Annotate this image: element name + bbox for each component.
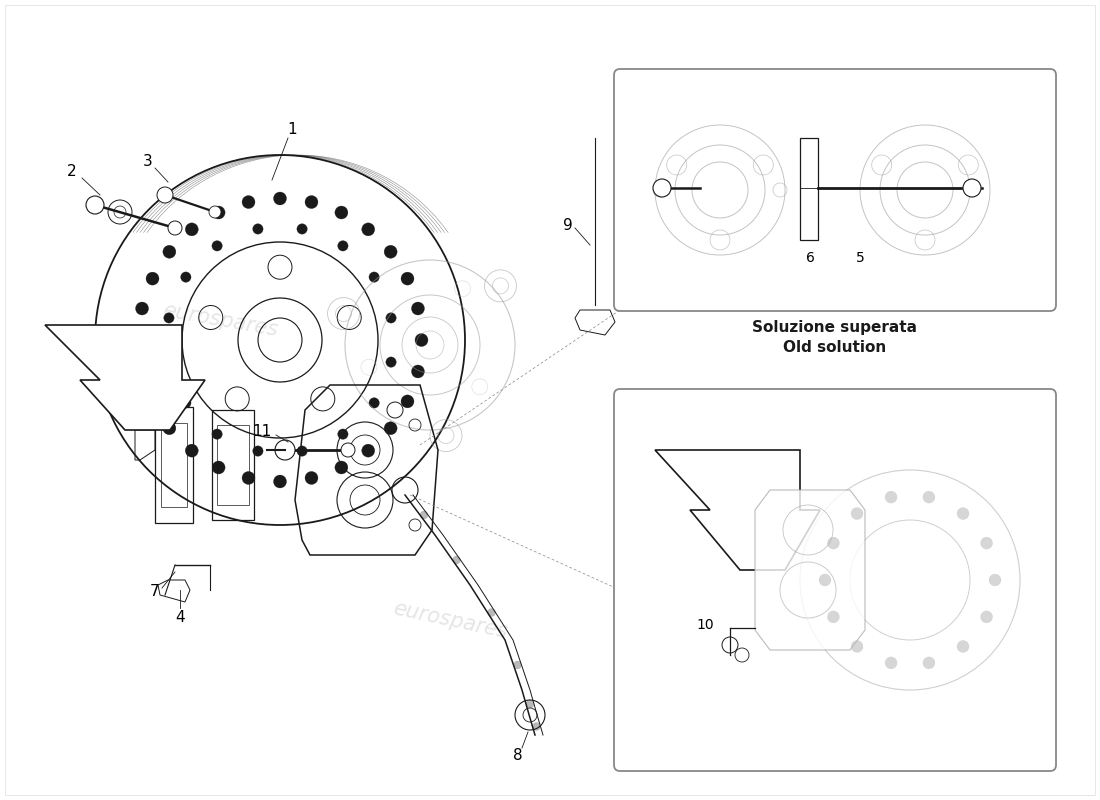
Circle shape <box>209 206 221 218</box>
Circle shape <box>212 206 226 219</box>
Circle shape <box>212 429 222 439</box>
Circle shape <box>384 246 397 258</box>
Text: eurospares: eurospares <box>390 598 509 642</box>
Circle shape <box>384 422 397 434</box>
Text: 10: 10 <box>696 618 714 632</box>
Circle shape <box>180 272 191 282</box>
Circle shape <box>989 574 1001 586</box>
Polygon shape <box>45 325 205 430</box>
Text: eurospares: eurospares <box>161 300 279 340</box>
Text: 1: 1 <box>287 122 297 138</box>
Circle shape <box>163 246 176 258</box>
Circle shape <box>86 196 104 214</box>
Circle shape <box>653 179 671 197</box>
Circle shape <box>168 221 182 235</box>
Circle shape <box>851 641 864 653</box>
Circle shape <box>886 657 898 669</box>
Circle shape <box>146 395 160 408</box>
Circle shape <box>415 334 428 346</box>
Text: 11: 11 <box>252 425 272 439</box>
Circle shape <box>368 272 379 282</box>
Circle shape <box>962 179 981 197</box>
Circle shape <box>242 195 255 209</box>
Text: 2: 2 <box>67 165 77 179</box>
FancyBboxPatch shape <box>614 69 1056 311</box>
Circle shape <box>164 313 174 323</box>
Polygon shape <box>800 138 818 240</box>
Circle shape <box>827 537 839 549</box>
Circle shape <box>164 357 174 367</box>
Circle shape <box>157 187 173 203</box>
Circle shape <box>402 395 414 408</box>
Circle shape <box>402 272 414 285</box>
Circle shape <box>957 641 969 653</box>
FancyBboxPatch shape <box>614 389 1056 771</box>
Circle shape <box>334 461 348 474</box>
Circle shape <box>886 491 898 503</box>
Polygon shape <box>654 450 820 570</box>
Circle shape <box>820 574 830 586</box>
Polygon shape <box>755 490 865 650</box>
Circle shape <box>253 224 263 234</box>
Text: 6: 6 <box>805 251 814 265</box>
Circle shape <box>274 192 286 205</box>
Circle shape <box>338 241 348 251</box>
Circle shape <box>368 398 379 408</box>
Circle shape <box>514 661 521 669</box>
Circle shape <box>452 556 461 564</box>
Circle shape <box>185 444 198 457</box>
Text: 4: 4 <box>175 610 185 626</box>
Circle shape <box>297 224 307 234</box>
Circle shape <box>980 537 992 549</box>
Circle shape <box>362 223 375 236</box>
Circle shape <box>526 700 534 708</box>
Circle shape <box>386 357 396 367</box>
Circle shape <box>487 609 495 617</box>
Text: 5: 5 <box>856 251 865 265</box>
Circle shape <box>923 491 935 503</box>
Circle shape <box>212 241 222 251</box>
Circle shape <box>212 461 226 474</box>
Circle shape <box>362 444 375 457</box>
Circle shape <box>386 313 396 323</box>
Circle shape <box>305 471 318 485</box>
Circle shape <box>334 206 348 219</box>
Circle shape <box>132 334 145 346</box>
Circle shape <box>411 365 425 378</box>
Text: eurospares: eurospares <box>720 110 839 150</box>
Circle shape <box>297 446 307 456</box>
Circle shape <box>135 365 149 378</box>
Text: 3: 3 <box>143 154 153 170</box>
Circle shape <box>275 440 295 460</box>
Circle shape <box>242 471 255 485</box>
Circle shape <box>851 507 864 519</box>
Circle shape <box>980 611 992 623</box>
Circle shape <box>305 195 318 209</box>
Circle shape <box>338 429 348 439</box>
Circle shape <box>135 302 149 315</box>
Circle shape <box>411 302 425 315</box>
Text: Soluzione superata
Old solution: Soluzione superata Old solution <box>752 320 917 355</box>
Text: 7: 7 <box>151 585 160 599</box>
Circle shape <box>253 446 263 456</box>
Circle shape <box>957 507 969 519</box>
Circle shape <box>341 443 355 457</box>
Text: 9: 9 <box>563 218 573 233</box>
Text: 8: 8 <box>514 747 522 762</box>
Circle shape <box>420 511 428 519</box>
Circle shape <box>827 611 839 623</box>
Text: eurospares: eurospares <box>791 498 910 542</box>
Circle shape <box>274 475 286 488</box>
Circle shape <box>163 422 176 434</box>
Circle shape <box>923 657 935 669</box>
Circle shape <box>532 722 540 730</box>
Circle shape <box>185 223 198 236</box>
Circle shape <box>146 272 160 285</box>
Circle shape <box>180 398 191 408</box>
